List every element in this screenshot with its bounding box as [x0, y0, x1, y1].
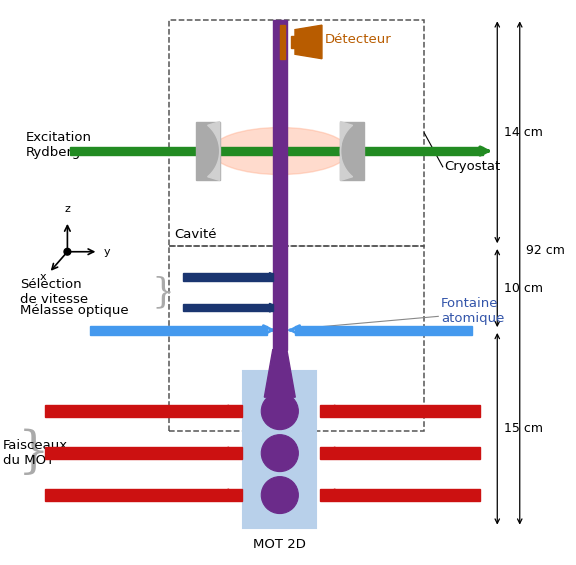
Bar — [183, 304, 272, 311]
Text: Détecteur: Détecteur — [325, 33, 392, 46]
Bar — [243, 371, 316, 528]
Bar — [340, 121, 364, 180]
Text: Cavité: Cavité — [174, 228, 217, 241]
Polygon shape — [340, 121, 353, 180]
Text: Mélasse optique: Mélasse optique — [20, 304, 128, 317]
Text: MOT 2D: MOT 2D — [253, 538, 306, 551]
Text: 15 cm: 15 cm — [504, 422, 543, 435]
Bar — [291, 36, 295, 47]
Text: Faisceaux
du MOT: Faisceaux du MOT — [3, 439, 68, 467]
Text: y: y — [104, 247, 111, 257]
Text: 14 cm: 14 cm — [504, 126, 543, 139]
Bar — [281, 25, 286, 59]
Text: Sélection
de vitesse: Sélection de vitesse — [20, 279, 88, 306]
Bar — [70, 147, 483, 155]
Text: Fontaine
atomique: Fontaine atomique — [441, 297, 505, 325]
Bar — [320, 405, 480, 417]
Text: 10 cm: 10 cm — [504, 281, 543, 294]
Bar — [320, 447, 480, 459]
Circle shape — [262, 434, 298, 472]
Bar — [45, 489, 241, 501]
Circle shape — [262, 477, 298, 514]
Bar — [169, 20, 424, 246]
Bar — [45, 405, 241, 417]
Circle shape — [64, 249, 71, 255]
Bar — [169, 246, 424, 431]
Text: x: x — [39, 272, 46, 282]
Text: Excitation
Rydberg: Excitation Rydberg — [25, 132, 91, 159]
Polygon shape — [295, 25, 322, 59]
Bar — [295, 325, 472, 334]
Text: }: } — [151, 276, 175, 310]
Polygon shape — [207, 121, 219, 180]
Text: }: } — [18, 428, 50, 478]
Bar — [183, 273, 272, 281]
Polygon shape — [264, 350, 295, 397]
Text: z: z — [65, 205, 70, 214]
Text: Cryostat: Cryostat — [444, 160, 500, 173]
Bar — [196, 121, 219, 180]
Bar — [273, 20, 287, 350]
Bar — [90, 325, 267, 334]
Bar — [320, 489, 480, 501]
Ellipse shape — [211, 128, 348, 175]
Circle shape — [262, 393, 298, 429]
Text: 92 cm: 92 cm — [526, 244, 566, 257]
Bar — [45, 447, 241, 459]
